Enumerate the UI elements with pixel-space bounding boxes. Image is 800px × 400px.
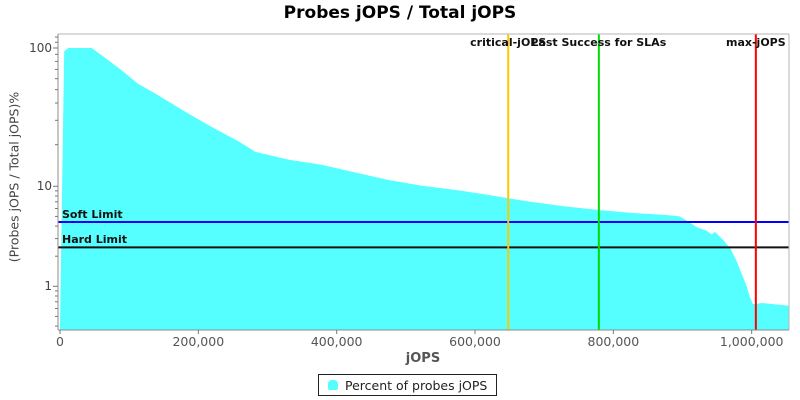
area-series (60, 48, 790, 330)
hard-limit-line-label: Hard Limit (62, 233, 128, 247)
x-tick-label: 800,000 (587, 334, 640, 349)
x-axis-title: jOPS (405, 351, 441, 366)
chart-title: Probes jOPS / Total jOPS (283, 3, 517, 23)
critical-jops-line-label: critical-jOPS (470, 36, 547, 49)
x-tick-label: 1,000,000 (719, 334, 784, 349)
legend-series-marker-icon (328, 380, 338, 390)
x-tick-label: 0 (56, 334, 64, 349)
legend-series-label: Percent of probes jOPS (345, 377, 488, 393)
y-tick-label: 100 (29, 41, 52, 55)
x-tick-label: 200,000 (172, 334, 225, 349)
max-jops-line-label: max-jOPS (726, 36, 786, 49)
y-tick-label: 1 (44, 279, 52, 294)
y-axis-title: (Probes jOPS / Total jOPS)% (6, 91, 22, 263)
y-tick-label: 10 (36, 179, 52, 194)
legend-box: Percent of probes jOPS (318, 374, 498, 396)
soft-limit-line-label: Soft Limit (62, 207, 123, 221)
last-success-for-slas-line-label: Last Success for SLAs (531, 36, 667, 49)
x-tick-label: 400,000 (310, 334, 363, 349)
x-tick-label: 600,000 (449, 334, 501, 349)
